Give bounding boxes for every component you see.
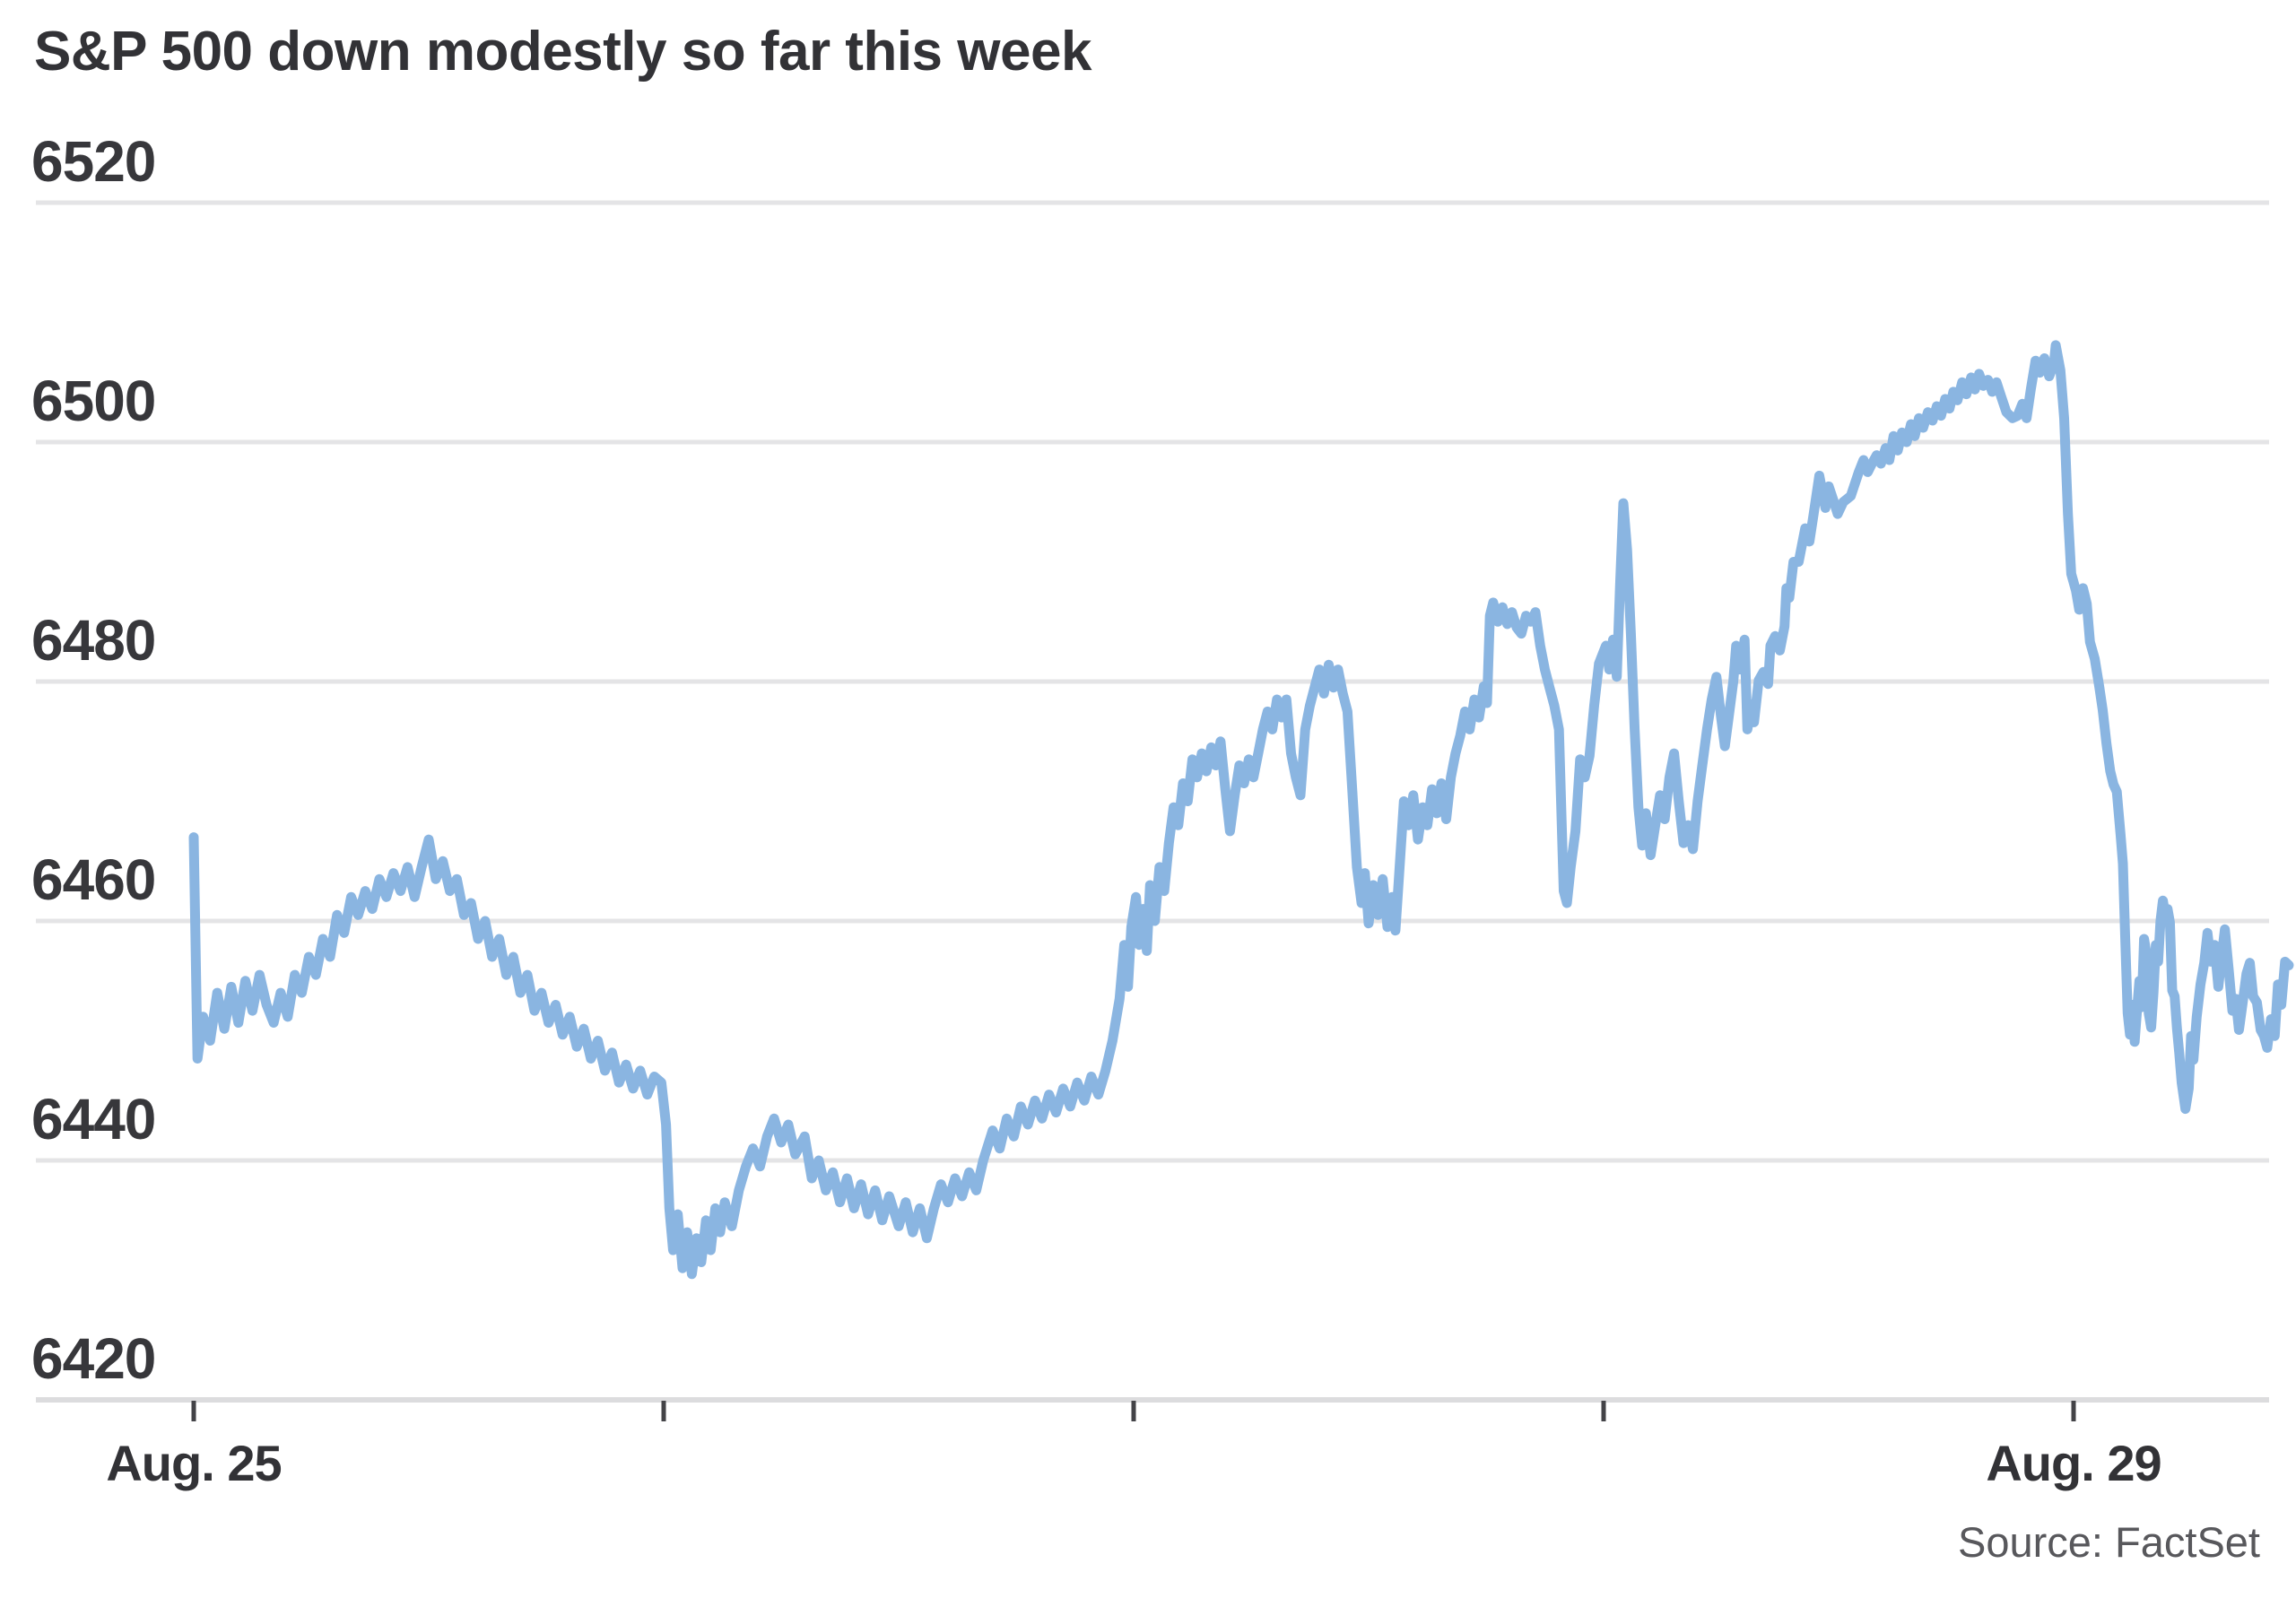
source-credit: Source: FactSet [1958,1518,2260,1566]
gridlines [36,200,2269,1163]
chart-title: S&P 500 down modestly so far this week [34,21,1091,83]
y-axis-label: 6480 [31,608,156,673]
price-line-series [188,340,2294,1280]
y-axis-label: 6460 [31,847,156,912]
y-axis-label: 6420 [31,1326,156,1391]
y-axis-label: 6440 [31,1087,156,1151]
x-axis-label: Aug. 29 [1986,1435,2161,1491]
x-axis-ticks [191,1401,2076,1421]
y-axis-label: 6520 [31,129,156,194]
y-axis-label: 6500 [31,369,156,433]
x-axis-label: Aug. 25 [106,1435,282,1491]
